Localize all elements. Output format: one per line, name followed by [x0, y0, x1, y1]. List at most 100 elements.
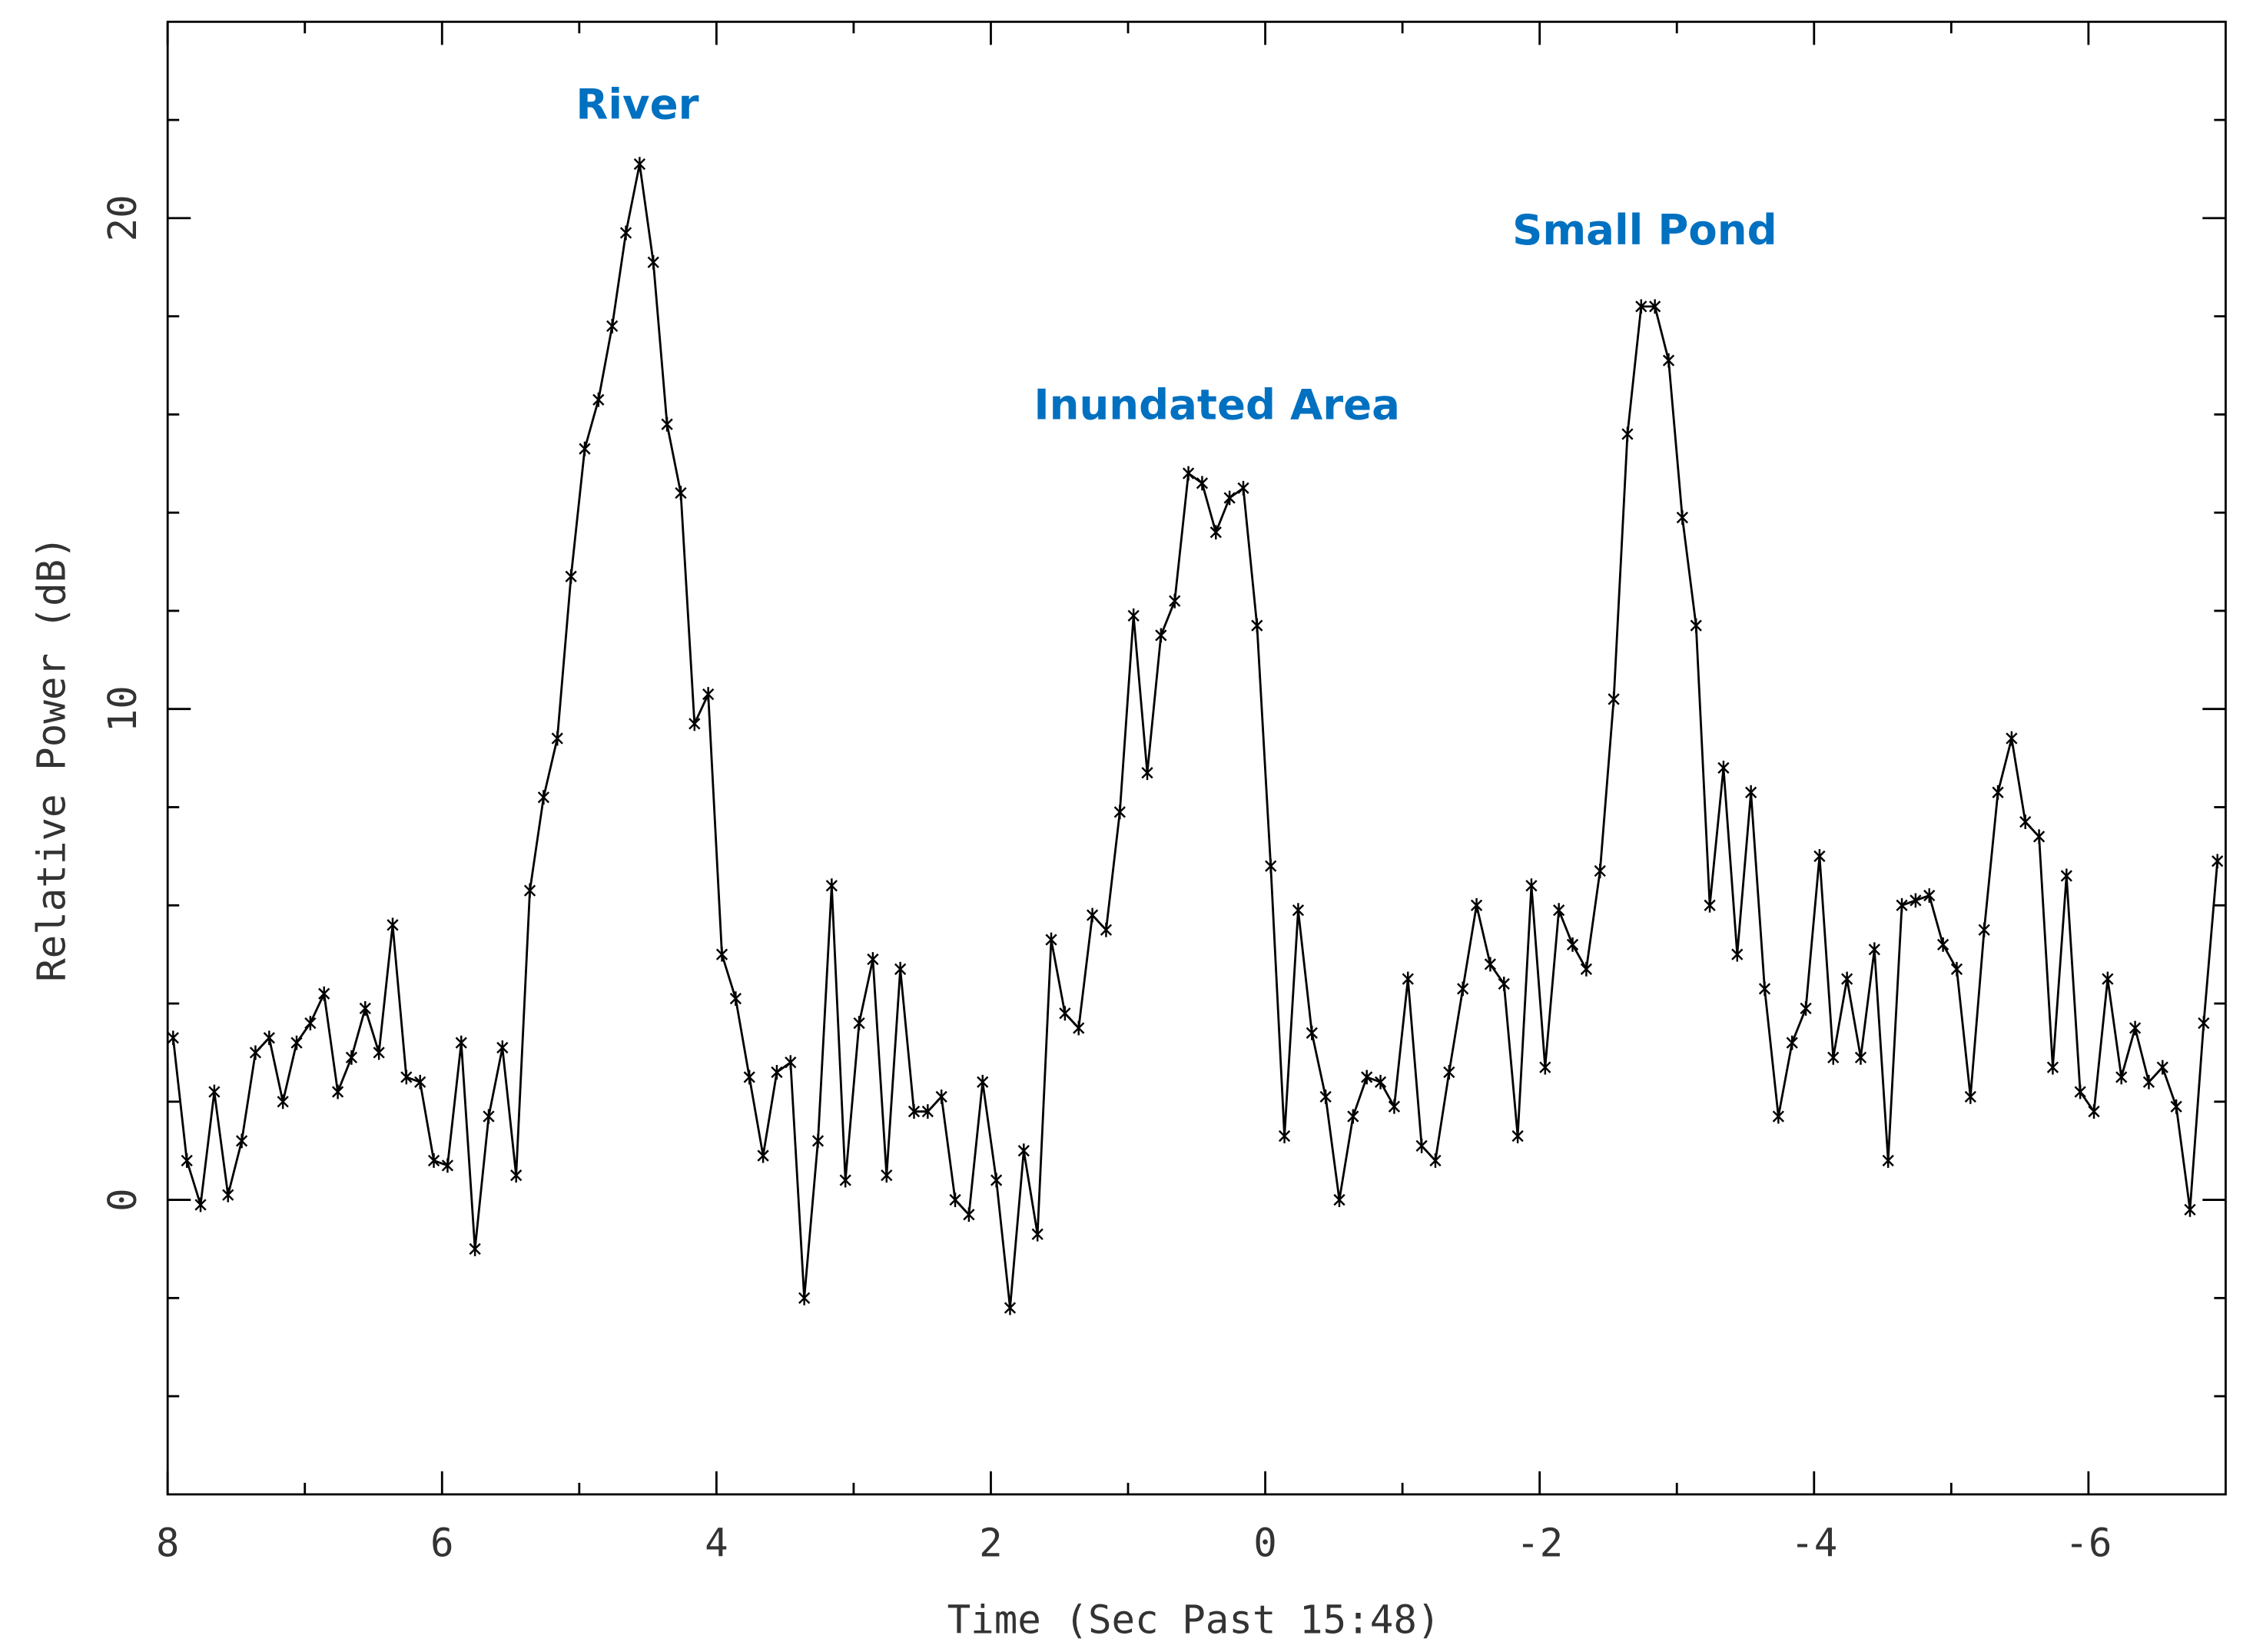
- marker: [1251, 618, 1263, 633]
- marker: [1594, 864, 1606, 878]
- marker: [523, 883, 536, 898]
- marker: [1690, 618, 1702, 633]
- marker: [2198, 1016, 2210, 1030]
- marker: [1813, 848, 1826, 864]
- marker: [483, 1109, 495, 1124]
- marker: [1621, 426, 1634, 442]
- marker: [1882, 1153, 1894, 1168]
- x-tick-label: 4: [705, 1521, 728, 1566]
- marker: [1347, 1109, 1359, 1124]
- marker: [1978, 922, 1990, 937]
- marker: [1265, 858, 1277, 874]
- marker: [565, 569, 577, 584]
- y-tick-label: 10: [100, 685, 145, 732]
- marker: [1374, 1074, 1387, 1090]
- marker: [1045, 932, 1057, 947]
- marker: [798, 1290, 811, 1305]
- marker: [1580, 961, 1593, 977]
- marker: [1429, 1153, 1442, 1168]
- annotation: Inundated Area: [1034, 380, 1400, 430]
- marker: [1840, 971, 1853, 987]
- marker: [2142, 1074, 2155, 1090]
- marker: [249, 1045, 262, 1060]
- marker: [510, 1168, 523, 1183]
- marker: [715, 947, 728, 962]
- marker: [1086, 907, 1099, 923]
- marker: [1113, 804, 1126, 820]
- marker: [2074, 1084, 2086, 1100]
- marker: [1484, 957, 1497, 972]
- marker: [743, 1070, 755, 1085]
- marker: [414, 1074, 426, 1090]
- marker: [1388, 1099, 1401, 1114]
- marker: [757, 1148, 769, 1163]
- marker: [811, 1133, 825, 1149]
- marker: [400, 1070, 413, 1085]
- marker: [990, 1173, 1003, 1188]
- marker: [2184, 1202, 2196, 1217]
- data-line: [171, 164, 2219, 1309]
- marker: [1827, 1050, 1840, 1065]
- marker: [387, 917, 399, 933]
- marker: [1100, 922, 1113, 937]
- marker: [1745, 785, 1757, 800]
- marker: [1402, 971, 1414, 987]
- marker: [633, 157, 646, 172]
- marker: [1936, 937, 1949, 952]
- marker: [194, 1197, 207, 1212]
- marker: [1758, 981, 1771, 997]
- marker: [496, 1040, 509, 1055]
- marker: [2006, 731, 2018, 746]
- marker: [1292, 903, 1305, 918]
- marker: [469, 1242, 481, 1256]
- marker: [1525, 878, 1538, 894]
- marker: [592, 392, 605, 407]
- marker: [181, 1153, 193, 1168]
- marker: [1237, 480, 1249, 496]
- marker: [1923, 888, 1936, 903]
- marker: [1182, 466, 1195, 481]
- marker: [318, 986, 330, 1001]
- marker: [1608, 692, 1620, 707]
- marker: [1800, 1001, 1812, 1016]
- marker: [235, 1133, 248, 1149]
- marker: [1017, 1143, 1030, 1159]
- marker: [2088, 1104, 2100, 1119]
- marker: [277, 1094, 289, 1110]
- marker: [1717, 760, 1730, 775]
- marker: [1415, 1138, 1428, 1153]
- marker: [935, 1090, 947, 1104]
- marker: [949, 1193, 961, 1207]
- marker: [881, 1168, 893, 1183]
- marker: [427, 1153, 440, 1168]
- marker: [1306, 1025, 1318, 1040]
- x-tick-label: 8: [156, 1521, 180, 1566]
- marker: [977, 1074, 989, 1090]
- marker: [619, 225, 632, 241]
- marker: [373, 1045, 385, 1060]
- y-tick-label: 20: [100, 194, 145, 241]
- annotation: River: [576, 79, 698, 128]
- marker: [455, 1035, 467, 1050]
- marker: [1964, 1090, 1976, 1104]
- marker: [1662, 353, 1675, 368]
- x-tick-label: 6: [430, 1521, 454, 1566]
- marker: [1553, 903, 1565, 918]
- marker: [1004, 1300, 1017, 1315]
- marker: [907, 1104, 921, 1119]
- marker: [2156, 1060, 2168, 1075]
- marker: [1786, 1035, 1798, 1050]
- annotation: Small Pond: [1512, 205, 1777, 254]
- marker: [894, 961, 907, 977]
- marker: [345, 1050, 358, 1065]
- marker: [1278, 1129, 1291, 1143]
- marker: [1731, 947, 1744, 962]
- marker: [1169, 593, 1181, 609]
- marker: [2019, 814, 2032, 830]
- marker: [1649, 299, 1661, 314]
- marker: [1319, 1090, 1332, 1104]
- marker: [825, 878, 838, 894]
- marker: [1539, 1060, 1551, 1075]
- marker: [1155, 628, 1167, 643]
